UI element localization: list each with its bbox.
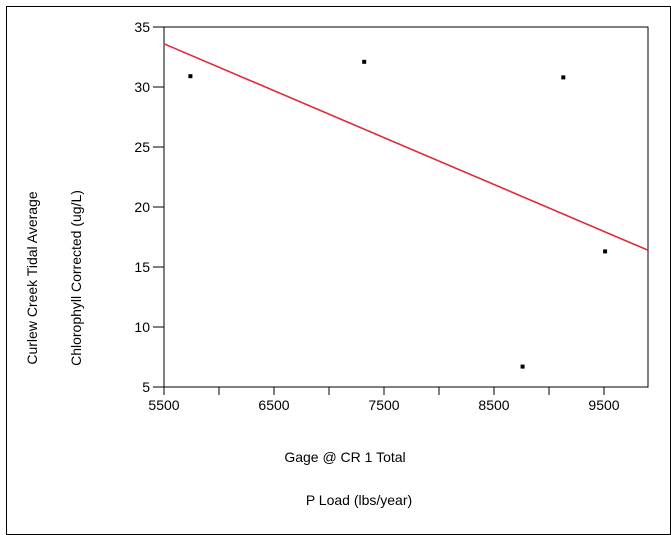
y-tick-label: 20	[134, 199, 150, 215]
y-axis: 5 10 15 20 25 30 35	[134, 19, 164, 395]
outer-frame	[6, 6, 671, 535]
x-tick-label: 9500	[588, 397, 619, 413]
y-tick-label: 25	[134, 139, 150, 155]
data-point	[362, 59, 367, 64]
data-point	[188, 74, 193, 79]
y-tick-label: 10	[134, 319, 150, 335]
y-tick-label: 35	[134, 19, 150, 35]
y-tick-label: 30	[134, 79, 150, 95]
x-axis-label-line2: P Load (lbs/year)	[306, 492, 412, 508]
y-axis-label-line2: Chlorophyll Corrected (ug/L)	[68, 190, 84, 366]
x-tick-label: 7500	[368, 397, 399, 413]
x-tick-label: 6500	[258, 397, 289, 413]
x-tick-label: 8500	[478, 397, 509, 413]
y-axis-label-line1: Curlew Creek Tidal Average	[24, 191, 40, 364]
y-tick-label: 5	[142, 379, 150, 395]
data-point	[603, 249, 608, 254]
data-point	[520, 364, 525, 369]
y-tick-label: 15	[134, 259, 150, 275]
data-series	[163, 43, 649, 369]
data-point	[561, 75, 566, 80]
x-tick-label: 5500	[148, 397, 179, 413]
x-axis: 5500 6500 7500 8500 9500	[148, 387, 620, 413]
x-axis-label-line1: Gage @ CR 1 Total	[284, 449, 405, 465]
regression-line	[163, 43, 649, 251]
